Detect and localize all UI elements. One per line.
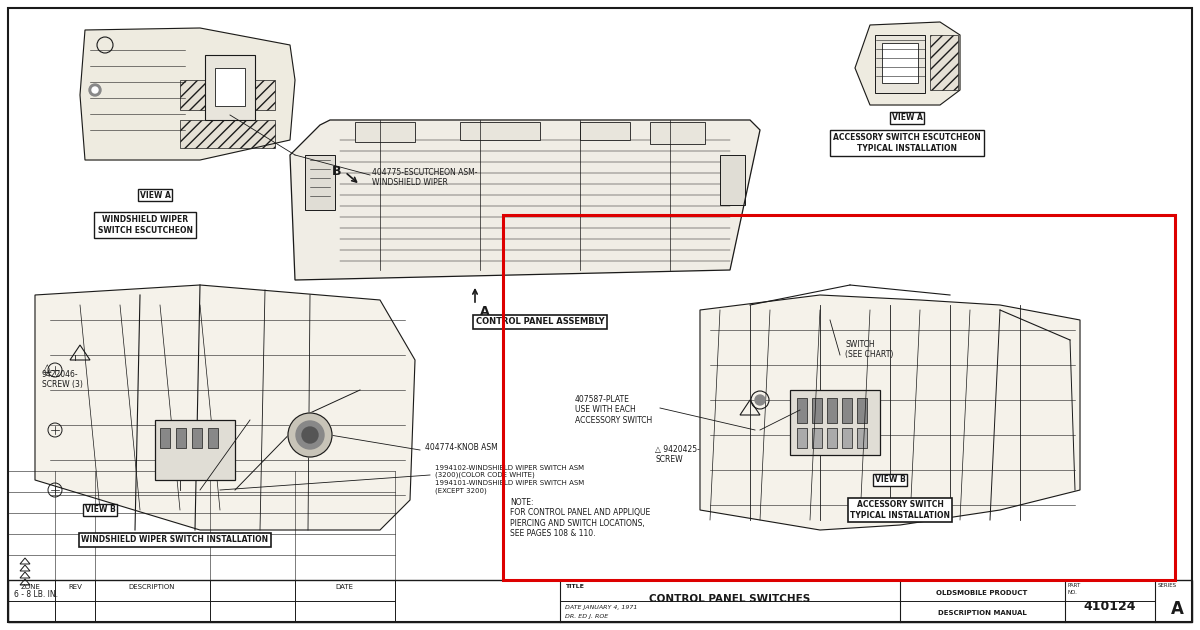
Bar <box>208 428 218 448</box>
Bar <box>812 428 822 448</box>
Bar <box>160 428 170 448</box>
Text: 410124: 410124 <box>1084 600 1136 613</box>
Text: 404775-ESCUTCHEON ASM-
WINDSHIELD WIPER: 404775-ESCUTCHEON ASM- WINDSHIELD WIPER <box>372 168 478 187</box>
Text: WINDSHIELD WIPER SWITCH INSTALLATION: WINDSHIELD WIPER SWITCH INSTALLATION <box>82 536 269 544</box>
Bar <box>797 398 808 423</box>
Text: NO.: NO. <box>1068 590 1078 595</box>
Bar <box>192 428 202 448</box>
Text: VIEW B: VIEW B <box>875 476 905 484</box>
Bar <box>827 398 838 423</box>
Text: CONTROL PANEL ASSEMBLY: CONTROL PANEL ASSEMBLY <box>475 318 605 326</box>
Bar <box>875 35 925 93</box>
Bar <box>882 43 918 83</box>
Text: 404774-KNOB ASM: 404774-KNOB ASM <box>425 442 498 452</box>
Text: ZONE: ZONE <box>22 584 41 590</box>
Text: WINDSHIELD WIPER
SWITCH ESCUTCHEON: WINDSHIELD WIPER SWITCH ESCUTCHEON <box>97 215 192 235</box>
Bar <box>460 122 540 140</box>
Bar <box>650 122 706 144</box>
Bar <box>355 122 415 142</box>
Circle shape <box>302 427 318 443</box>
Text: 6 - 8 LB. IN.: 6 - 8 LB. IN. <box>14 590 58 599</box>
Text: 1994101-WINDSHIELD WIPER SWITCH ASM
(EXCEPT 3200): 1994101-WINDSHIELD WIPER SWITCH ASM (EXC… <box>436 480 584 493</box>
Bar <box>827 428 838 448</box>
Bar <box>215 68 245 106</box>
Text: △ 9420425-
SCREW: △ 9420425- SCREW <box>655 445 700 464</box>
Bar <box>790 390 880 455</box>
Circle shape <box>89 84 101 96</box>
Text: DESCRIPTION MANUAL: DESCRIPTION MANUAL <box>937 610 1026 616</box>
Circle shape <box>288 413 332 457</box>
Bar <box>180 120 275 148</box>
Text: DESCRIPTION: DESCRIPTION <box>128 584 175 590</box>
Text: VIEW A: VIEW A <box>139 190 170 200</box>
Bar <box>176 428 186 448</box>
Text: A: A <box>1170 600 1183 618</box>
Bar <box>812 398 822 423</box>
Text: DATE: DATE <box>335 584 353 590</box>
Bar <box>930 35 958 90</box>
Bar <box>503 215 1175 580</box>
Polygon shape <box>35 285 415 530</box>
Bar <box>857 428 866 448</box>
Polygon shape <box>700 295 1080 530</box>
Bar <box>180 80 275 110</box>
Text: A: A <box>480 305 490 318</box>
Bar <box>8 580 1192 622</box>
Text: NOTE:
FOR CONTROL PANEL AND APPLIQUE
PIERCING AND SWITCH LOCATIONS,
SEE PAGES 10: NOTE: FOR CONTROL PANEL AND APPLIQUE PIE… <box>510 498 650 538</box>
Bar <box>720 155 745 205</box>
Bar <box>842 398 852 423</box>
Text: SERIES: SERIES <box>1158 583 1177 588</box>
Bar <box>842 428 852 448</box>
Text: REV: REV <box>68 584 82 590</box>
Circle shape <box>92 87 98 93</box>
Text: 407587-PLATE
USE WITH EACH
ACCESSORY SWITCH: 407587-PLATE USE WITH EACH ACCESSORY SWI… <box>575 395 653 425</box>
Bar <box>305 155 335 210</box>
Circle shape <box>755 395 766 405</box>
Polygon shape <box>854 22 960 105</box>
Bar <box>205 55 256 120</box>
Text: ACCESSORY SWITCH
TYPICAL INSTALLATION: ACCESSORY SWITCH TYPICAL INSTALLATION <box>850 500 950 520</box>
Text: △: △ <box>43 363 52 373</box>
Text: DATE JANUARY 4, 1971: DATE JANUARY 4, 1971 <box>565 605 637 610</box>
Text: PART: PART <box>1068 583 1081 588</box>
Circle shape <box>296 421 324 449</box>
Text: OLDSMOBILE PRODUCT: OLDSMOBILE PRODUCT <box>936 590 1027 596</box>
Text: DR. ED J. ROE: DR. ED J. ROE <box>565 614 608 619</box>
Polygon shape <box>290 120 760 280</box>
Text: 9422046-
SCREW (3): 9422046- SCREW (3) <box>42 370 83 389</box>
Bar <box>857 398 866 423</box>
Polygon shape <box>80 28 295 160</box>
Bar <box>797 428 808 448</box>
Text: B: B <box>332 165 342 178</box>
Text: ACCESSORY SWITCH ESCUTCHEON
TYPICAL INSTALLATION: ACCESSORY SWITCH ESCUTCHEON TYPICAL INST… <box>833 134 980 152</box>
Bar <box>155 420 235 480</box>
Text: SWITCH
(SEE CHART): SWITCH (SEE CHART) <box>845 340 893 359</box>
Text: 1994102-WINDSHIELD WIPER SWITCH ASM
(3200)(COLOR CODE WHITE): 1994102-WINDSHIELD WIPER SWITCH ASM (320… <box>436 465 584 479</box>
Text: VIEW A: VIEW A <box>892 113 923 122</box>
Text: TITLE: TITLE <box>565 584 584 589</box>
Text: VIEW B: VIEW B <box>85 505 115 515</box>
Text: CONTROL PANEL SWITCHES: CONTROL PANEL SWITCHES <box>649 594 811 604</box>
Bar <box>580 122 630 140</box>
